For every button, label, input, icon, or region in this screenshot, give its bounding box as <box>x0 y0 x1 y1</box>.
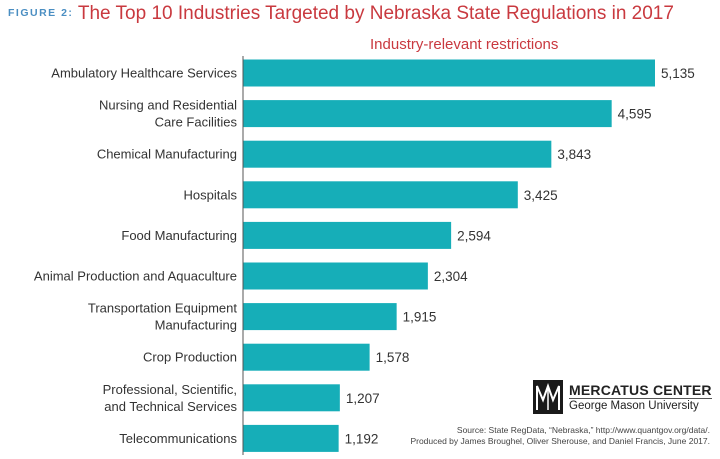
category-label: Transportation Equipment Manufacturing <box>88 301 237 333</box>
category-label-line: Hospitals <box>184 187 238 202</box>
category-label-line: Food Manufacturing <box>121 228 237 243</box>
title-text: The Top 10 Industries Targeted by Nebras… <box>77 3 674 24</box>
chart-subtitle: Industry-relevant restrictions <box>370 36 559 53</box>
bar <box>243 424 339 452</box>
category-label-line: and Technical Services <box>104 399 237 414</box>
value-label: 2,304 <box>434 269 468 284</box>
mercatus-logo: MERCATUS CENTER George Mason University <box>533 380 712 414</box>
value-label: 2,594 <box>457 228 491 243</box>
category-label: Nursing and Residential Care Facilities <box>99 98 238 130</box>
bar <box>243 100 612 128</box>
category-label: Animal Production and Aquaculture <box>34 269 237 284</box>
mercatus-mark-icon <box>533 380 563 414</box>
category-label-line: Manufacturing <box>155 318 237 333</box>
category-label: Hospitals <box>184 187 238 202</box>
category-label-line: Transportation Equipment <box>88 301 237 316</box>
category-label: Chemical Manufacturing <box>97 147 237 162</box>
chart-title: FIGURE 2: The Top 10 Industries Targeted… <box>8 3 674 25</box>
category-label: Ambulatory Healthcare Services <box>51 66 237 81</box>
bar <box>243 343 370 371</box>
category-label: Crop Production <box>143 350 237 365</box>
category-labels: Ambulatory Healthcare Services Nursing an… <box>34 66 238 446</box>
bar <box>243 140 552 168</box>
category-label-line: Animal Production and Aquaculture <box>34 269 237 284</box>
bar <box>243 221 452 249</box>
value-label: 4,595 <box>618 107 652 122</box>
bar <box>243 181 518 209</box>
figure-label: FIGURE 2: <box>8 7 74 19</box>
credit-line: Produced by James Broughel, Oliver Shero… <box>410 436 710 446</box>
category-label-line: Nursing and Residential <box>99 98 237 113</box>
source-line: Source: State RegData, “Nebraska,” http:… <box>456 425 710 435</box>
source-note: Source: State RegData, “Nebraska,” http:… <box>410 425 710 447</box>
logo-name: MERCATUS CENTER <box>569 382 712 398</box>
value-label: 5,135 <box>661 66 695 81</box>
category-label: Telecommunications <box>119 431 237 446</box>
value-label: 1,192 <box>345 431 379 446</box>
category-label: Professional, Scientific, and Technical S… <box>103 382 238 414</box>
bar <box>243 262 428 290</box>
value-labels: 5,135 4,595 3,843 3,425 2,594 2,304 1,915 1,578… <box>345 66 695 446</box>
bar <box>243 59 655 87</box>
logo-text: MERCATUS CENTER George Mason University <box>569 382 712 412</box>
category-label-line: Ambulatory Healthcare Services <box>51 66 237 81</box>
category-label-line: Telecommunications <box>119 431 237 446</box>
value-label: 1,207 <box>346 391 380 406</box>
value-label: 1,915 <box>403 310 437 325</box>
category-label-line: Professional, Scientific, <box>103 382 237 397</box>
value-label: 3,843 <box>557 147 591 162</box>
category-label-line: Care Facilities <box>155 115 238 130</box>
bar <box>243 303 397 331</box>
bars-group <box>243 59 655 452</box>
value-label: 1,578 <box>376 350 410 365</box>
logo-org: George Mason University <box>569 398 712 412</box>
category-label: Food Manufacturing <box>121 228 237 243</box>
category-label-line: Chemical Manufacturing <box>97 147 237 162</box>
category-label-line: Crop Production <box>143 350 237 365</box>
value-label: 3,425 <box>524 188 558 203</box>
bar <box>243 384 340 412</box>
